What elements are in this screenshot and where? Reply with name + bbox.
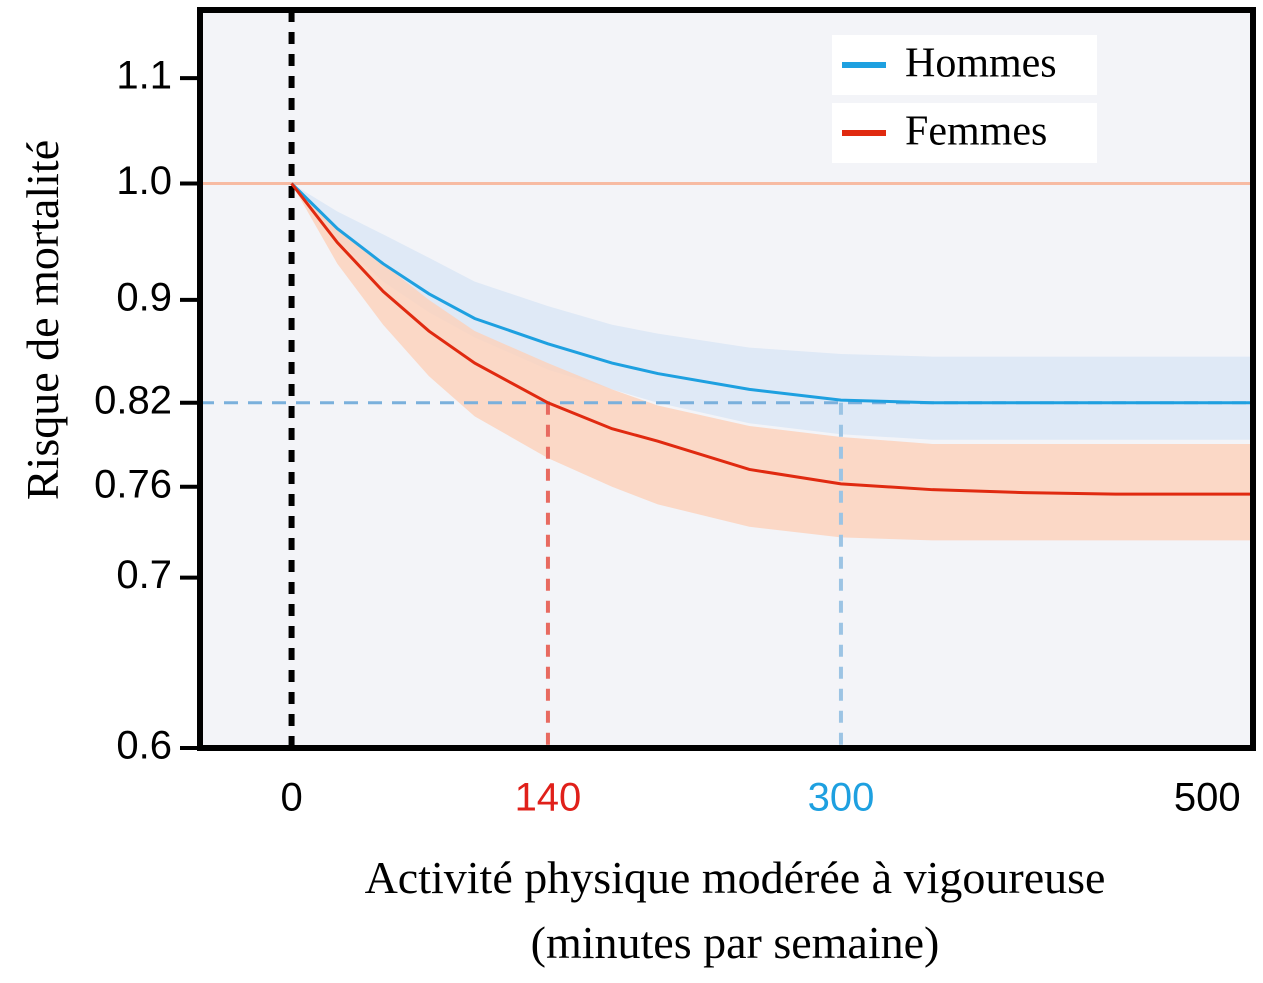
legend-label: Hommes [905, 41, 1057, 87]
x-tick-label: 500 [1174, 776, 1241, 820]
line-series [290, 182, 1253, 496]
x-axis-label: Activité physique modérée à vigoureuse [365, 852, 1106, 903]
confidence-band [291, 183, 1253, 440]
x-axis-label: (minutes par semaine) [531, 917, 940, 968]
line-series [290, 182, 1253, 405]
x-tick-label: 300 [808, 776, 875, 820]
y-tick-label: 1.0 [116, 159, 172, 203]
y-axis-label: Risque de mortalité [17, 140, 68, 500]
plot-area [200, 10, 1253, 748]
y-tick-label: 0.82 [94, 378, 172, 422]
x-tick-label: 140 [515, 776, 582, 820]
y-tick-label: 1.1 [116, 54, 172, 98]
y-tick-label: 0.7 [116, 553, 172, 597]
confidence-band [291, 183, 1253, 541]
y-tick-label: 0.9 [116, 275, 172, 319]
plot-frame [197, 7, 1256, 751]
legend-label: Femmes [905, 109, 1047, 155]
x-tick-label: 0 [280, 776, 302, 820]
y-tick-label: 0.6 [116, 724, 172, 768]
y-tick-label: 0.76 [94, 462, 172, 506]
